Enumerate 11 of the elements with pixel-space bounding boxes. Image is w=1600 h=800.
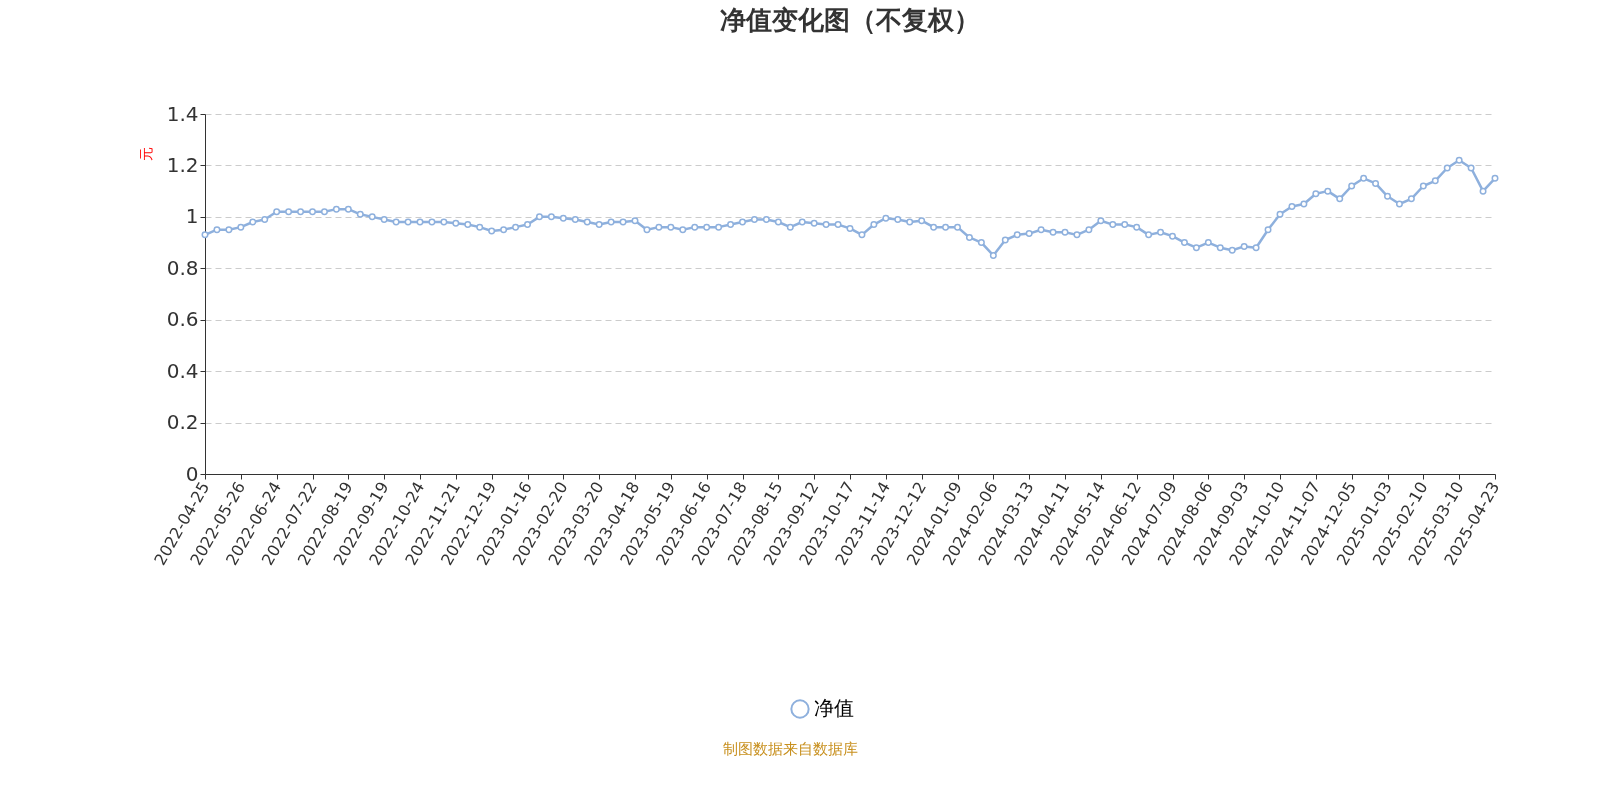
y-axis-title: 元: [138, 147, 154, 161]
y-tick-label: 1.2: [166, 152, 199, 177]
y-tick-label: 0.8: [166, 255, 199, 280]
y-tick-label: 0.4: [166, 358, 199, 383]
y-tick-label: 1.4: [166, 101, 199, 126]
chart-title: 净值变化图（不复权）: [720, 5, 980, 35]
y-tick-label: 0.6: [166, 307, 199, 332]
legend-label: 净值: [814, 696, 854, 720]
y-tick-label: 0.2: [166, 410, 199, 435]
y-tick-label: 1: [185, 204, 199, 229]
text: 制图数据来自数据库: [722, 740, 858, 758]
